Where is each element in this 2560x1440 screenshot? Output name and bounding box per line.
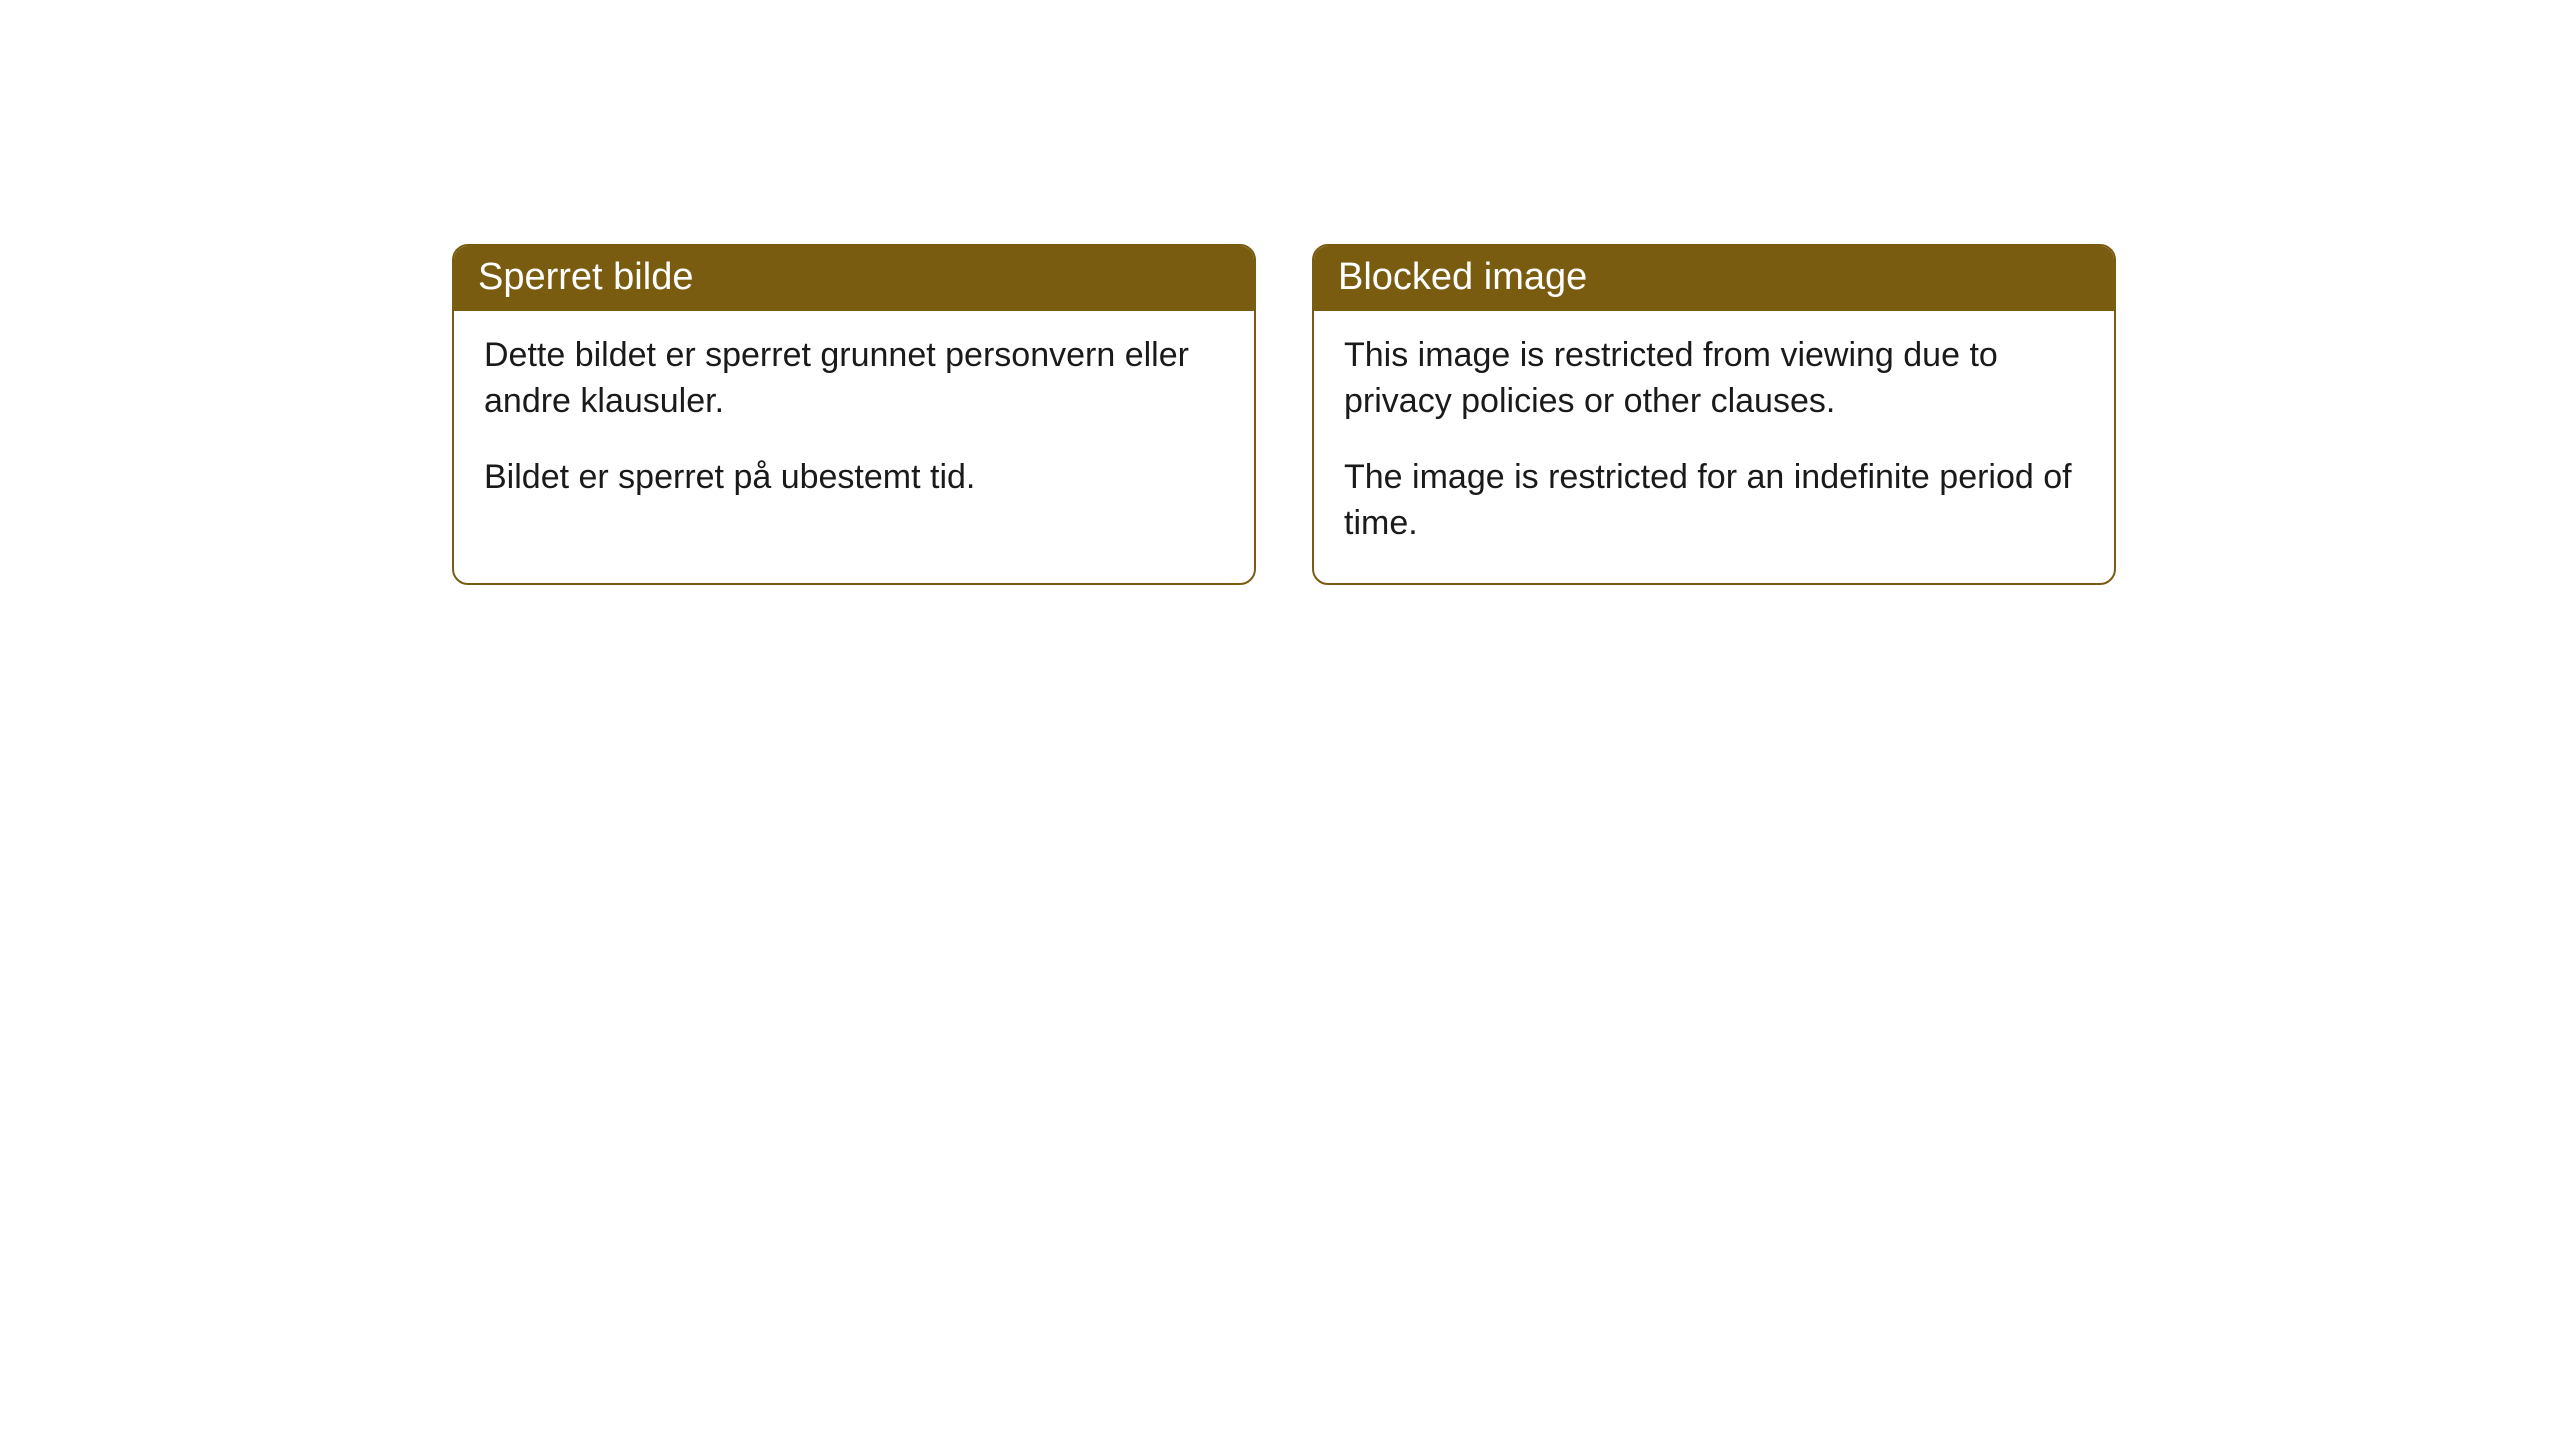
cards-container: Sperret bilde Dette bildet er sperret gr…	[0, 0, 2560, 585]
blocked-image-card-norwegian: Sperret bilde Dette bildet er sperret gr…	[452, 244, 1256, 585]
card-title: Blocked image	[1338, 256, 1587, 298]
card-title: Sperret bilde	[478, 256, 693, 298]
card-paragraph: Bildet er sperret på ubestemt tid.	[484, 455, 1224, 501]
card-body: This image is restricted from viewing du…	[1314, 311, 2114, 583]
card-paragraph: The image is restricted for an indefinit…	[1344, 455, 2084, 547]
card-body: Dette bildet er sperret grunnet personve…	[454, 311, 1254, 537]
card-paragraph: Dette bildet er sperret grunnet personve…	[484, 333, 1224, 425]
card-header: Blocked image	[1314, 246, 2114, 311]
card-paragraph: This image is restricted from viewing du…	[1344, 333, 2084, 425]
blocked-image-card-english: Blocked image This image is restricted f…	[1312, 244, 2116, 585]
card-header: Sperret bilde	[454, 246, 1254, 311]
